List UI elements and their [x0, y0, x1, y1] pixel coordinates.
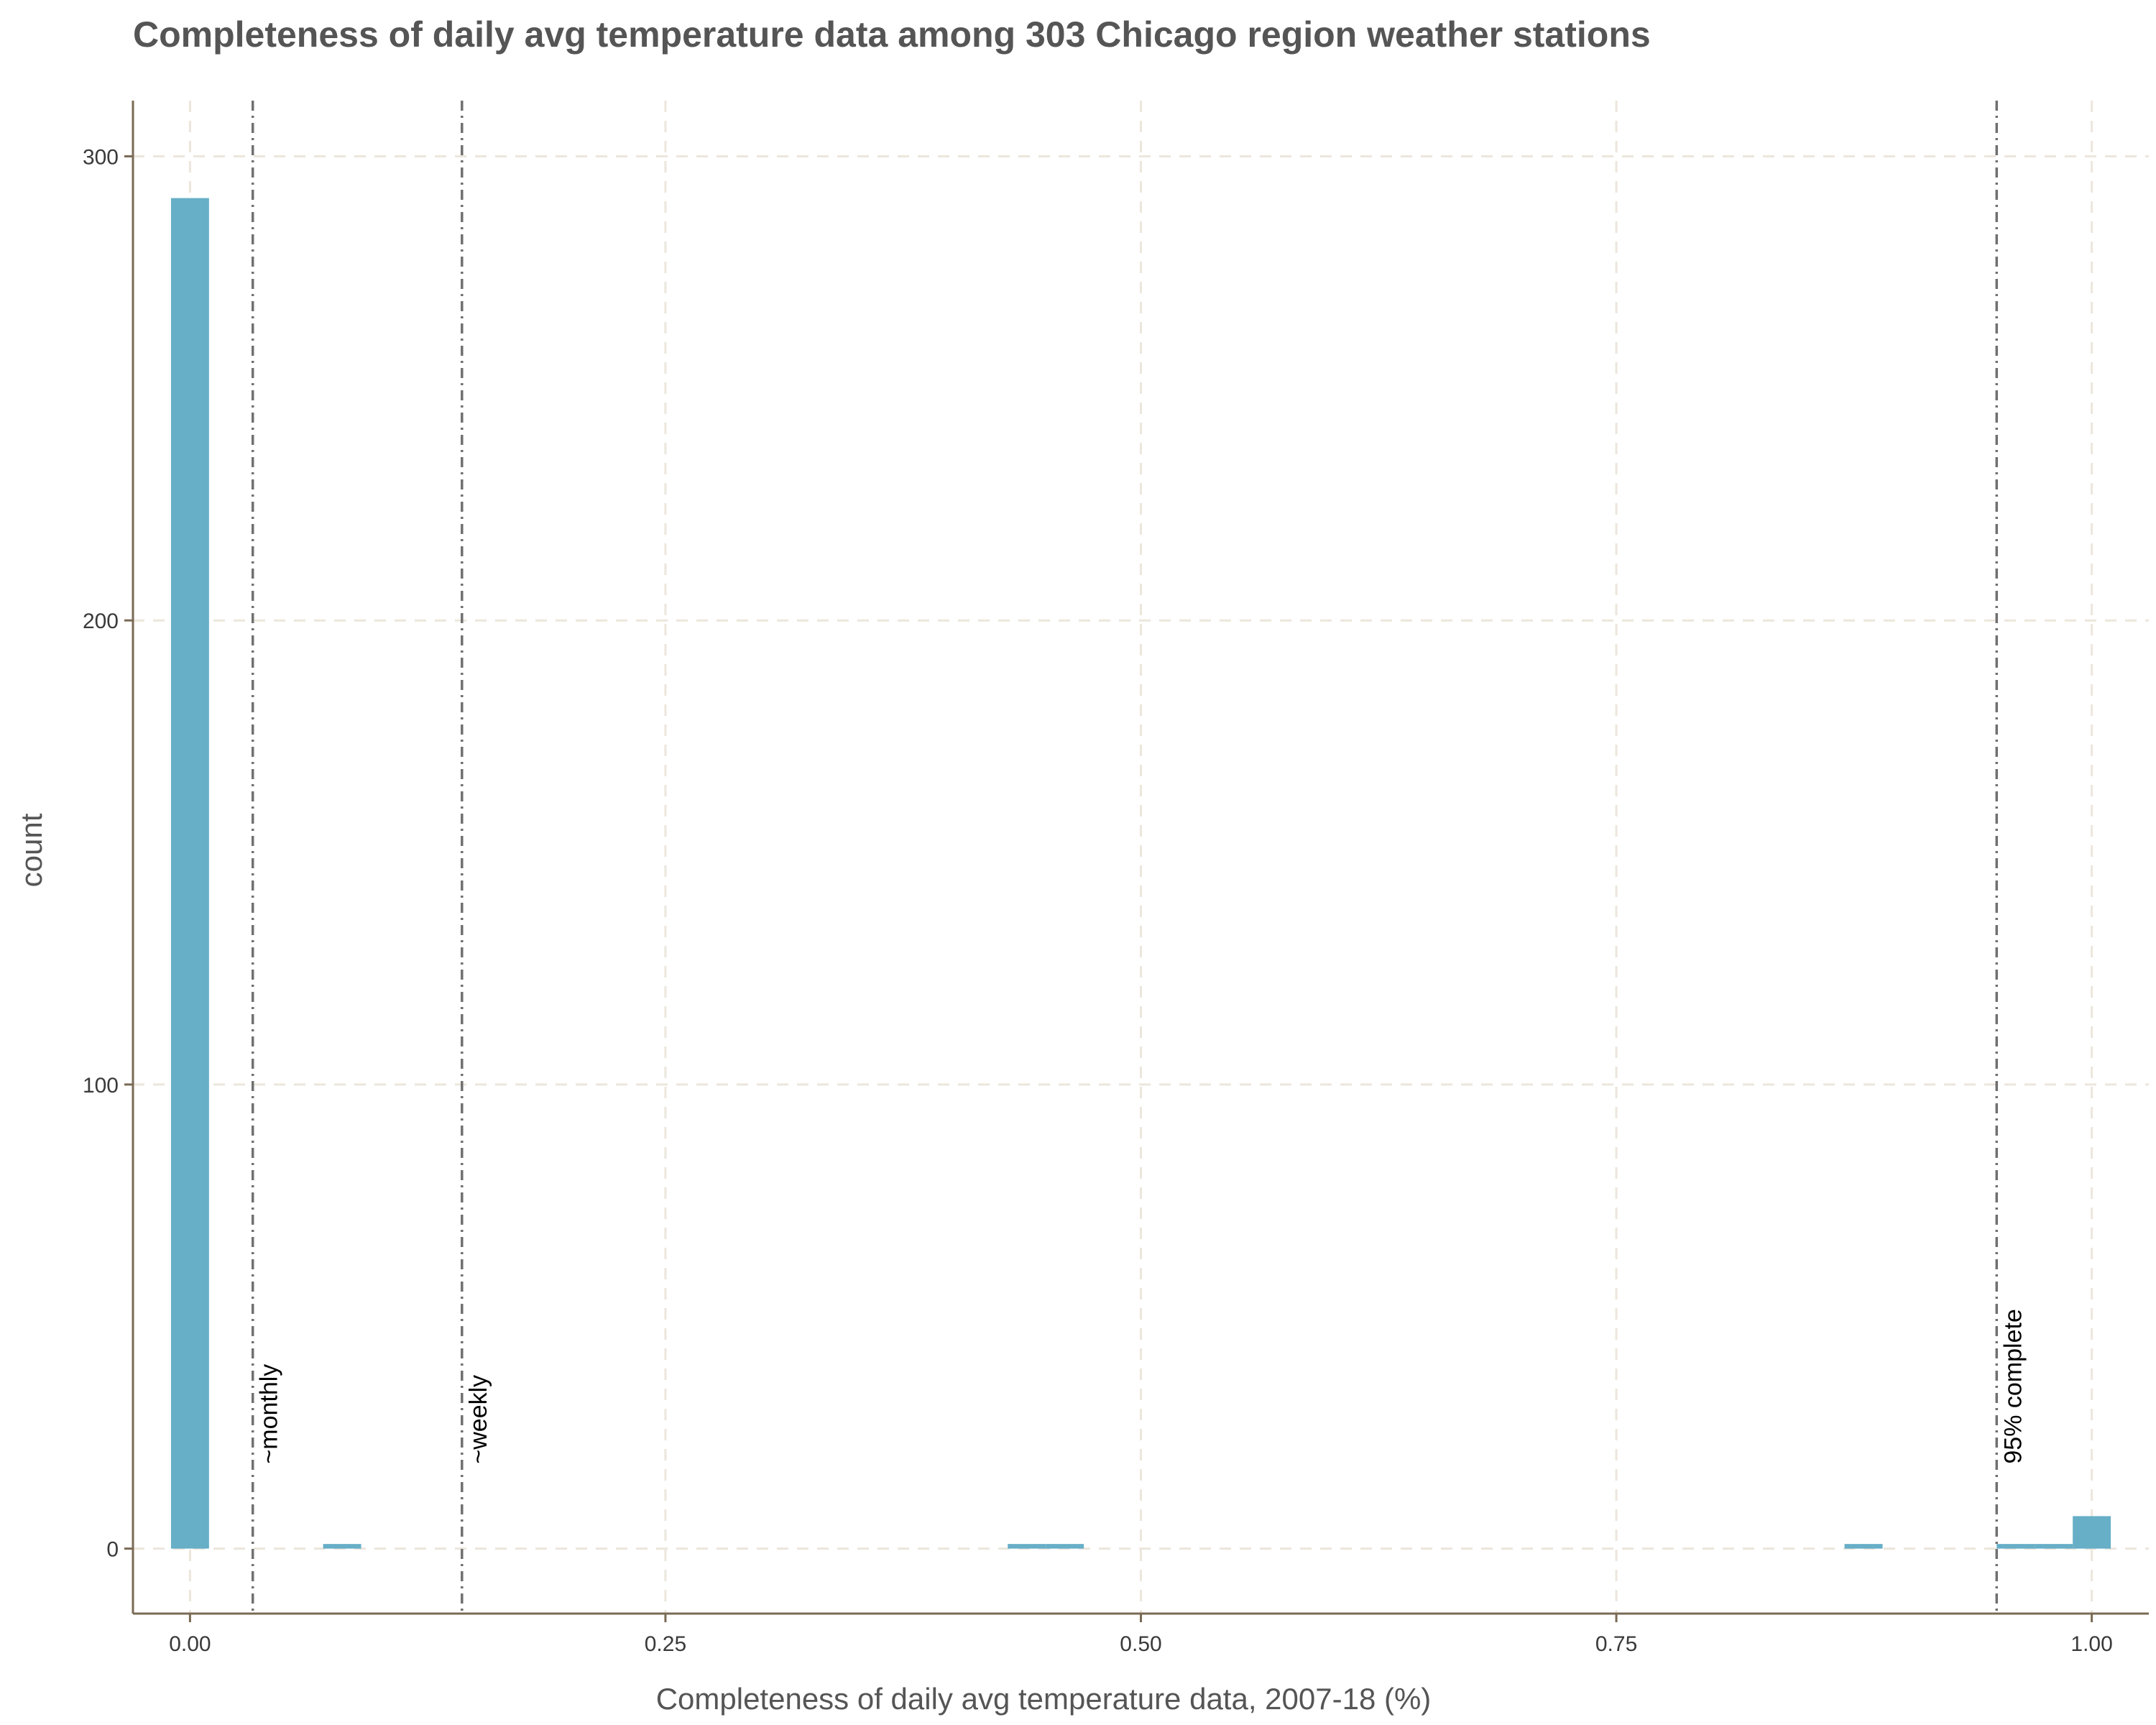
y-tick-label: 300 [83, 145, 119, 169]
y-tick-label: 0 [106, 1538, 119, 1562]
x-axis-title: Completeness of daily avg temperature da… [656, 1682, 1432, 1716]
y-tick-label: 100 [83, 1074, 119, 1098]
reference-line-label: 95% complete [1999, 1309, 2027, 1463]
histogram-bar [2073, 1516, 2111, 1549]
y-axis-title: count [14, 813, 48, 887]
x-tick-label: 1.00 [2070, 1632, 2112, 1656]
grid-lines [133, 101, 2149, 1614]
histogram-bar [1844, 1544, 1883, 1549]
reference-line-label: ~monthly [256, 1364, 283, 1464]
reference-lines: ~monthly ~weekly 95% complete [251, 101, 2027, 1614]
histogram-bar [1996, 1544, 2035, 1549]
y-tick-label: 200 [83, 610, 119, 633]
x-tick-label: 0.75 [1595, 1632, 1637, 1656]
tick-labels: 0.00 0.25 0.50 0.75 1.00 0 100 200 300 [83, 145, 2113, 1656]
histogram-bar [323, 1544, 361, 1549]
histogram-bar [170, 198, 209, 1549]
x-tick-label: 0.00 [169, 1632, 211, 1656]
histogram-bar [1046, 1544, 1084, 1549]
reference-line-label: ~weekly [465, 1375, 492, 1464]
histogram-bar [2035, 1544, 2073, 1549]
x-tick-label: 0.25 [645, 1632, 686, 1656]
histogram-bars [170, 198, 2111, 1549]
x-tick-label: 0.50 [1120, 1632, 1161, 1656]
chart-title: Completeness of daily avg temperature da… [133, 14, 1651, 55]
histogram-bar [1008, 1544, 1046, 1549]
